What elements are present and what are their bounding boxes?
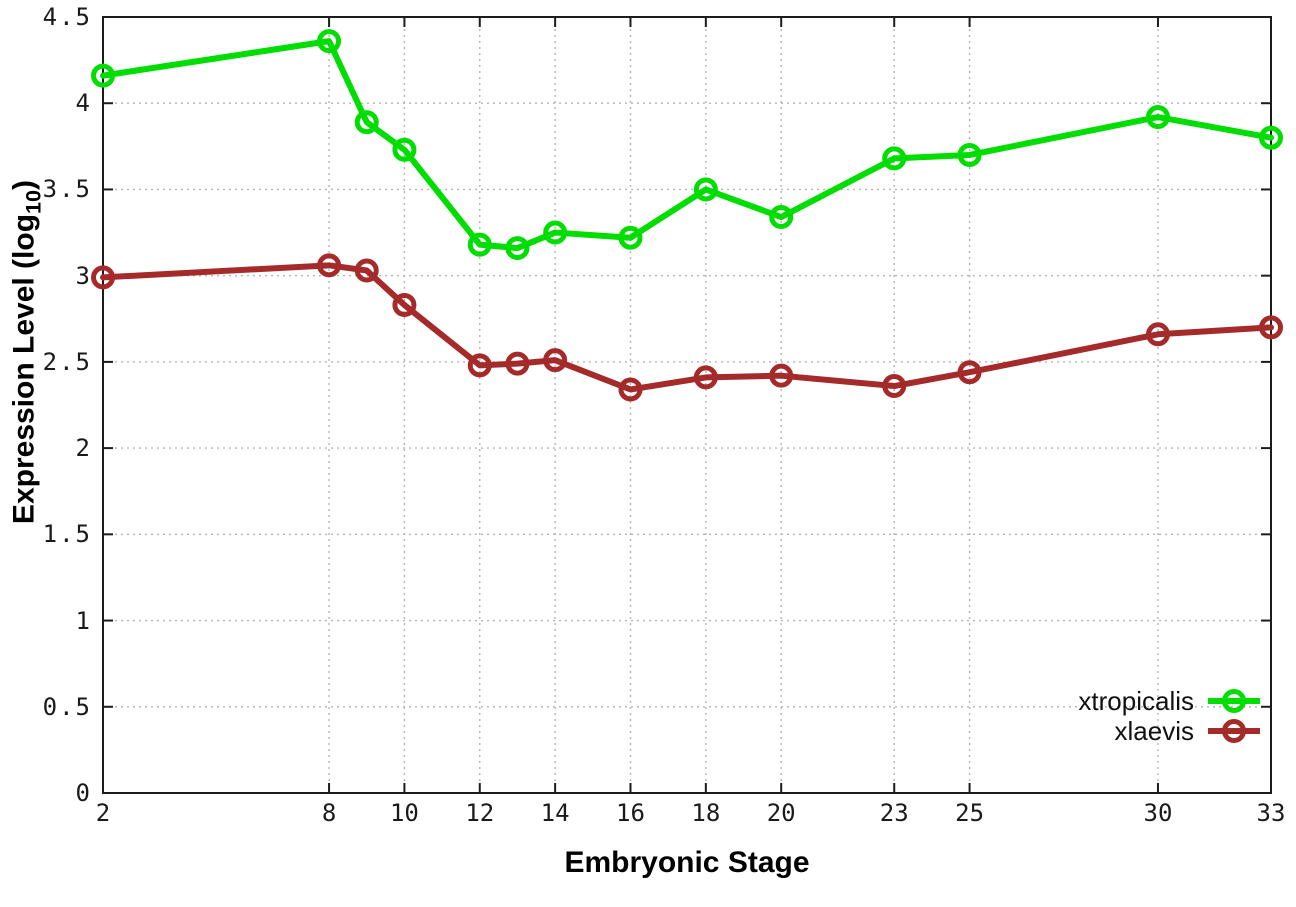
y-tick-label: 2.5: [42, 347, 92, 376]
x-tick-label: 16: [616, 799, 645, 827]
data-point-xtropicalis: [882, 146, 907, 171]
data-point-xlaevis: [467, 353, 492, 378]
y-axis-title-text: Expression Level (log: [7, 213, 41, 525]
data-point-xtropicalis: [354, 110, 379, 135]
y-tick-label: 0: [75, 779, 92, 807]
data-point-xlaevis: [1259, 315, 1283, 340]
data-point-xlaevis: [317, 253, 342, 278]
legend-marker-circle: [1222, 689, 1246, 713]
y-tick-label: 1.5: [42, 520, 92, 549]
x-tick-label: 33: [1256, 799, 1286, 827]
legend-label: xlaevis: [1114, 716, 1194, 746]
legend-label: xtropicalis: [1078, 686, 1194, 716]
y-tick-label: 4.5: [42, 3, 92, 31]
series-line-xlaevis: [100, 262, 1274, 393]
legend-marker-open-circle: [1208, 719, 1260, 743]
legend-marker-circle: [1222, 719, 1246, 743]
data-point-xtropicalis: [769, 205, 794, 230]
x-tick-label: 10: [389, 799, 419, 827]
legend: xtropicalis xlaevis: [1078, 686, 1262, 746]
data-point-xtropicalis: [91, 63, 115, 88]
y-axis-title-subscript: 10: [20, 189, 46, 214]
data-point-xtropicalis: [957, 142, 982, 167]
legend-item-xtropicalis: xtropicalis: [1078, 686, 1262, 716]
y-tick-label: 3: [75, 261, 92, 290]
data-point-xtropicalis: [392, 137, 417, 162]
x-tick-label: 30: [1143, 799, 1173, 827]
plot-border: [102, 16, 1272, 794]
x-tick-label: 20: [766, 799, 796, 827]
y-tick-label: 1: [75, 606, 92, 635]
x-tick-label: 8: [321, 799, 337, 827]
x-tick-label: 2: [95, 799, 111, 827]
data-point-xlaevis: [618, 377, 643, 402]
y-tick-label: 3.5: [42, 175, 92, 204]
y-tick-label: 2: [75, 434, 92, 463]
series-line-xtropicalis: [100, 38, 1274, 252]
data-point-xlaevis: [392, 292, 417, 317]
data-point-xtropicalis: [467, 232, 492, 257]
data-point-xlaevis: [1145, 322, 1170, 347]
data-point-xtropicalis: [1145, 105, 1170, 130]
data-point-xlaevis: [354, 258, 379, 283]
x-tick-label: 23: [879, 799, 909, 827]
data-point-xlaevis: [543, 348, 568, 373]
data-point-xtropicalis: [1259, 125, 1283, 150]
data-point-xlaevis: [505, 351, 530, 376]
data-point-xtropicalis: [618, 225, 643, 250]
data-point-xtropicalis: [505, 236, 530, 261]
data-point-xtropicalis: [543, 220, 568, 245]
y-axis-title: Expression Level (log10): [8, 180, 47, 524]
data-point-xtropicalis: [693, 177, 718, 202]
x-tick-label: 14: [540, 799, 570, 827]
data-point-xlaevis: [882, 374, 907, 399]
data-point-xtropicalis: [317, 29, 342, 54]
data-point-xlaevis: [91, 265, 115, 290]
data-point-xlaevis: [693, 365, 718, 390]
y-axis-title-close: ): [7, 179, 41, 190]
data-point-xlaevis: [769, 363, 794, 388]
x-tick-label: 12: [465, 799, 495, 827]
x-tick-label: 18: [691, 799, 721, 827]
y-tick-label: 0.5: [42, 692, 92, 721]
y-tick-label: 4: [75, 89, 92, 118]
x-tick-label: 25: [955, 799, 985, 827]
legend-marker-open-circle: [1208, 689, 1260, 713]
x-axis-title: Embryonic Stage: [564, 846, 810, 879]
legend-item-xlaevis: xlaevis: [1078, 716, 1262, 746]
data-point-xlaevis: [957, 360, 982, 385]
